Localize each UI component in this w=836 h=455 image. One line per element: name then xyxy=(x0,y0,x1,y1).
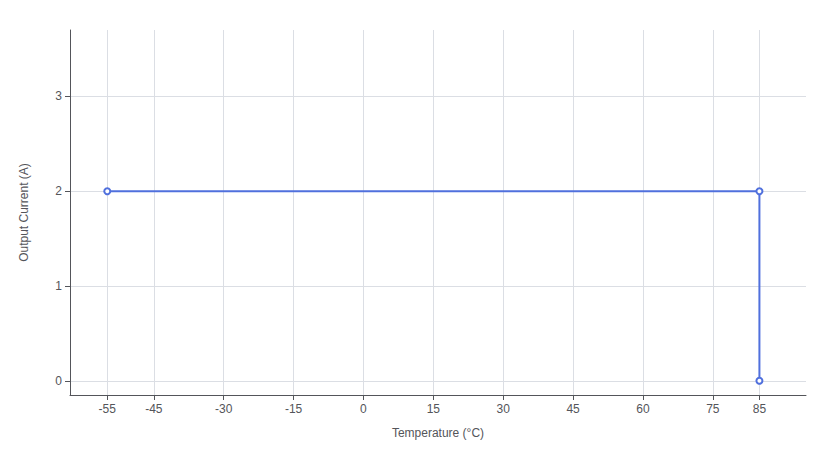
svg-text:30: 30 xyxy=(497,402,511,416)
svg-text:3: 3 xyxy=(55,89,62,103)
svg-text:45: 45 xyxy=(566,402,580,416)
svg-text:0: 0 xyxy=(55,374,62,388)
svg-text:60: 60 xyxy=(636,402,650,416)
svg-text:1: 1 xyxy=(55,279,62,293)
svg-text:0: 0 xyxy=(360,402,367,416)
svg-text:2: 2 xyxy=(55,184,62,198)
svg-text:85: 85 xyxy=(753,402,767,416)
svg-text:15: 15 xyxy=(427,402,441,416)
svg-text:-45: -45 xyxy=(145,402,163,416)
svg-text:-55: -55 xyxy=(99,402,117,416)
svg-text:75: 75 xyxy=(706,402,720,416)
svg-text:Output Current (A): Output Current (A) xyxy=(17,163,31,262)
svg-text:-15: -15 xyxy=(285,402,303,416)
svg-text:-30: -30 xyxy=(215,402,233,416)
svg-text:Temperature (°C): Temperature (°C) xyxy=(392,426,484,440)
